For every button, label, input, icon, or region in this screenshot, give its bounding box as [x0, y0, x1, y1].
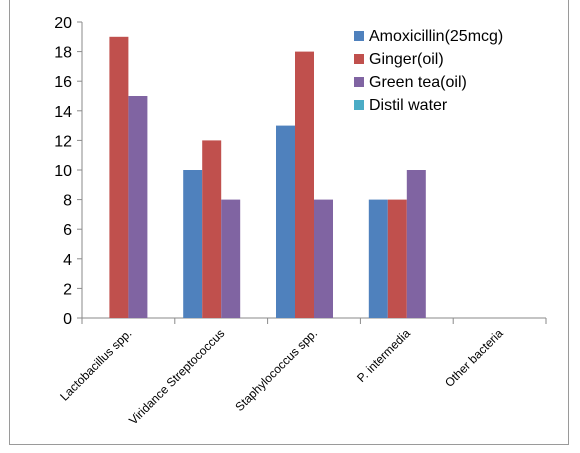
y-tick-label: 18 [54, 45, 72, 62]
x-category-label: Staphylococcus spp. [232, 326, 320, 414]
y-tick-label: 14 [54, 104, 72, 121]
x-category-label: Viridance Streptococcus [126, 326, 227, 427]
bar-green-tea-oil [128, 96, 148, 318]
legend-label: Distil water [369, 97, 448, 114]
y-tick-label: 4 [63, 252, 72, 269]
bar-ginger-oil [387, 199, 407, 318]
y-tick-label: 20 [54, 15, 72, 32]
y-tick-label: 12 [54, 133, 72, 150]
y-tick-label: 8 [63, 193, 72, 210]
y-tick-label: 2 [63, 281, 72, 298]
legend-swatch [354, 100, 364, 110]
legend: Amoxicillin(25mcg) Ginger(oil) Green tea(o… [354, 28, 503, 114]
chart-frame [9, 0, 569, 445]
bar-ginger-oil [202, 140, 222, 318]
y-tick-label: 16 [54, 74, 72, 91]
legend-swatch [354, 77, 364, 87]
legend-label: Amoxicillin(25mcg) [369, 28, 503, 45]
y-tick-label: 10 [54, 163, 72, 180]
y-tick-label: 6 [63, 222, 72, 239]
bar-ginger-oil [295, 51, 314, 318]
bar-amoxicillin-25mcg [368, 199, 388, 318]
bar-green-tea-oil [406, 170, 426, 318]
y-axis: 0 2 4 6 8 10 12 14 16 18 20 [54, 15, 83, 328]
y-tick-label: 0 [63, 311, 72, 328]
bar-amoxicillin-25mcg [183, 170, 203, 318]
legend-label: Green tea(oil) [369, 74, 467, 91]
x-category-label: Other bacteria [442, 326, 506, 390]
bar-green-tea-oil [221, 199, 241, 318]
x-category-label: P. intermedia [354, 326, 413, 385]
legend-swatch [354, 31, 364, 41]
legend-swatch [354, 54, 364, 64]
legend-label: Ginger(oil) [369, 51, 444, 68]
x-axis: Lactobacillus spp.Viridance Streptococcu… [57, 317, 547, 427]
bars [109, 36, 426, 319]
bar-ginger-oil [109, 36, 129, 319]
bar-amoxicillin-25mcg [276, 125, 295, 318]
x-category-label: Lactobacillus spp. [57, 326, 134, 403]
bar-green-tea-oil [314, 199, 333, 318]
